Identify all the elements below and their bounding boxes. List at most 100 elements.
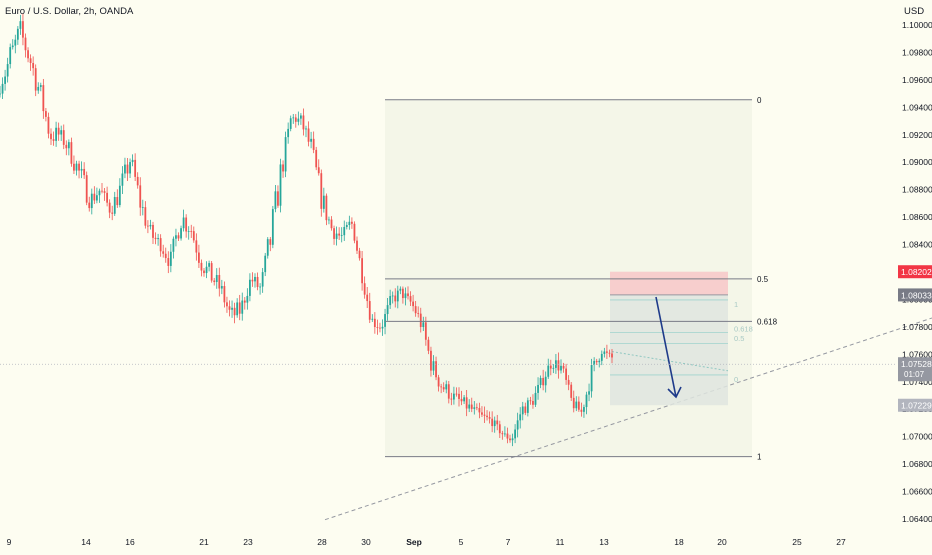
trendline[interactable] [324, 317, 932, 521]
candle-body [486, 415, 488, 418]
forecast-arrow-head[interactable] [667, 386, 682, 399]
candle-body [463, 397, 465, 402]
candle-body [195, 240, 198, 253]
countdown-label: 01:07 [904, 370, 925, 379]
candle-body [113, 197, 116, 214]
candle-body [294, 117, 297, 122]
candle-body [34, 68, 37, 91]
current-price-tag-bg [898, 357, 932, 382]
candle-body [251, 279, 254, 282]
stop-price-tag: 1.08202 [901, 267, 932, 277]
candle-body [598, 360, 601, 363]
candle-body [243, 300, 246, 303]
price-tick-label: 1.09200 [902, 130, 932, 140]
candle-body [233, 307, 236, 316]
candle-body [282, 164, 284, 172]
candle-body [198, 252, 200, 263]
candle-body [147, 225, 149, 227]
time-tick-label: 13 [599, 537, 609, 547]
candle-body [271, 209, 274, 245]
candle-body [519, 414, 522, 421]
candle-body [55, 127, 57, 141]
stop-loss-zone[interactable] [610, 271, 728, 295]
candle-body [124, 164, 126, 174]
candle-body [129, 162, 131, 174]
candle-body [118, 185, 121, 206]
candle-body [567, 379, 570, 385]
candle-body [396, 290, 399, 302]
candle-body [292, 117, 295, 119]
candle-body [588, 391, 590, 395]
candle-body [381, 326, 384, 329]
candle-body [175, 235, 177, 239]
time-axis[interactable]: 9 14 16 21 23 28 30 Sep 5 7 11 13 18 20 25 27 [7, 537, 846, 547]
candle-body [537, 384, 539, 393]
fib-level-label: 0 [757, 96, 762, 105]
candle-body [27, 50, 29, 59]
candle-body [187, 231, 190, 232]
time-tick-label: 21 [199, 537, 209, 547]
candle-body [547, 365, 550, 377]
candle-body [524, 406, 527, 413]
candle-body [42, 85, 45, 112]
time-tick-label: 30 [361, 537, 371, 547]
candle-body [539, 377, 542, 385]
candle-body [14, 39, 17, 46]
candle-body [386, 305, 389, 315]
candle-body [590, 365, 593, 392]
candle-body [126, 164, 129, 174]
time-tick-label: 5 [459, 537, 464, 547]
candle-body [284, 137, 287, 172]
fib-level-label: 1 [757, 453, 762, 462]
candle-body [307, 128, 310, 142]
inner-fib-label: 0.618 [734, 324, 753, 333]
chart-title: Euro / U.S. Dollar, 2h, OANDA [5, 6, 134, 17]
candle-body [39, 85, 42, 87]
price-tick-label: 1.09000 [902, 157, 932, 167]
candle-body [4, 76, 6, 84]
candle-body [208, 263, 210, 267]
candle-body [37, 86, 40, 91]
candle-body [409, 296, 412, 302]
candle-body [572, 397, 575, 409]
candle-body [532, 400, 534, 405]
entry-price-tag-bg [898, 288, 932, 302]
candle-body [152, 224, 154, 238]
candles-layer [0, 13, 613, 447]
candle-body [562, 365, 565, 369]
candle-body [57, 127, 60, 135]
candle-body [157, 238, 159, 240]
candle-body [241, 300, 244, 314]
candle-body [361, 258, 363, 284]
forecast-arrow-shaft[interactable] [655, 296, 677, 398]
candle-body [595, 360, 598, 363]
candle-body [52, 139, 55, 141]
candle-body [468, 404, 471, 409]
candle-body [259, 286, 261, 288]
price-tick-label: 1.06400 [902, 514, 932, 524]
candle-body [90, 193, 93, 209]
candle-body [65, 144, 68, 149]
candle-body [580, 409, 583, 412]
candle-body [432, 361, 435, 371]
forecast-arrow-layer[interactable] [655, 296, 682, 399]
candle-body [333, 228, 335, 239]
stop-price-tag-bg [898, 265, 932, 279]
candle-body [356, 240, 358, 251]
candle-body [583, 407, 585, 412]
candle-body [399, 288, 402, 291]
candle-body [16, 28, 19, 40]
time-tick-label: 27 [836, 537, 846, 547]
candle-body [404, 293, 407, 299]
take-profit-zone[interactable] [610, 294, 728, 406]
candle-body [22, 21, 24, 38]
candle-body [302, 115, 305, 130]
candle-body [575, 401, 578, 409]
candle-body [203, 270, 205, 274]
trendline-layer[interactable] [324, 317, 932, 521]
candle-body [305, 128, 307, 130]
